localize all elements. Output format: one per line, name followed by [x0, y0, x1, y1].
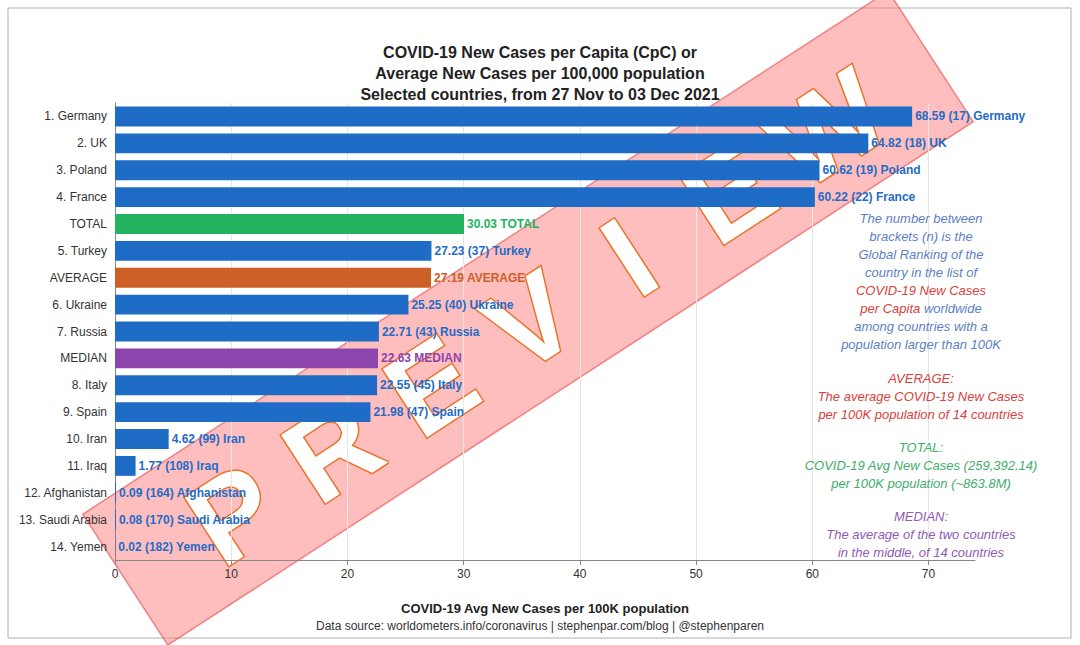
svg-text:1.77 (108) Iraq: 1.77 (108) Iraq — [139, 459, 219, 473]
svg-text:brackets (n) is the: brackets (n) is the — [869, 229, 972, 244]
svg-text:AVERAGE:: AVERAGE: — [887, 371, 954, 386]
svg-text:2. UK: 2. UK — [77, 136, 107, 150]
svg-text:0.02 (182) Yemen: 0.02 (182) Yemen — [118, 540, 215, 554]
svg-text:60.62 (19) Poland: 60.62 (19) Poland — [823, 163, 921, 177]
svg-text:7. Russia: 7. Russia — [57, 325, 107, 339]
svg-text:The average COVID-19 New Cases: The average COVID-19 New Cases — [818, 389, 1025, 404]
svg-text:22.63 MEDIAN: 22.63 MEDIAN — [381, 351, 462, 365]
svg-text:MEDIAN: MEDIAN — [60, 351, 107, 365]
svg-text:30: 30 — [457, 567, 471, 581]
svg-text:Average New Cases per 100,000: Average New Cases per 100,000 population — [375, 65, 704, 82]
svg-text:13. Saudi Arabia: 13. Saudi Arabia — [19, 513, 107, 527]
svg-text:population larger than 100K: population larger than 100K — [840, 337, 1002, 352]
svg-text:10: 10 — [225, 567, 239, 581]
svg-text:E: E — [362, 309, 500, 463]
svg-text:in the middle, of 14 countries: in the middle, of 14 countries — [838, 545, 1005, 560]
svg-text:0.08 (170) Saudi Arabia: 0.08 (170) Saudi Arabia — [119, 513, 250, 527]
svg-text:9. Spain: 9. Spain — [63, 405, 107, 419]
svg-text:country in the list of: country in the list of — [865, 265, 978, 280]
svg-text:COVID-19 New Cases per Capita: COVID-19 New Cases per Capita (CpC) or — [383, 44, 697, 61]
svg-text:among countries with a: among countries with a — [854, 319, 988, 334]
svg-text:0.09 (164) Afghanistan: 0.09 (164) Afghanistan — [119, 486, 246, 500]
svg-text:The average of the two countri: The average of the two countries — [826, 527, 1016, 542]
svg-text:R: R — [260, 371, 404, 529]
svg-text:COVID-19 Avg New Cases per 100: COVID-19 Avg New Cases per 100K populati… — [401, 601, 689, 616]
svg-text:27.19 AVERAGE: 27.19 AVERAGE — [434, 271, 525, 285]
svg-text:V: V — [461, 245, 599, 399]
svg-text:20: 20 — [341, 567, 355, 581]
svg-text:Selected countries, from 27 No: Selected countries, from 27 Nov to 03 De… — [360, 86, 719, 103]
svg-text:27.23 (37) Turkey: 27.23 (37) Turkey — [434, 244, 531, 258]
svg-text:Global Ranking of the: Global Ranking of the — [858, 247, 983, 262]
svg-text:40: 40 — [573, 567, 587, 581]
svg-text:MEDIAN:: MEDIAN: — [894, 509, 949, 524]
svg-text:AVERAGE: AVERAGE — [50, 271, 107, 285]
svg-text:TOTAL: TOTAL — [69, 217, 107, 231]
svg-text:70: 70 — [922, 567, 936, 581]
svg-text:22.71 (43) Russia: 22.71 (43) Russia — [382, 325, 480, 339]
svg-text:worldwide: worldwide — [920, 301, 981, 316]
svg-text:per Capita: per Capita — [859, 301, 920, 316]
svg-text:Data source: worldometers.info: Data source: worldometers.info/coronavir… — [316, 619, 764, 633]
svg-text:W: W — [744, 42, 910, 215]
svg-text:6. Ukraine: 6. Ukraine — [52, 298, 107, 312]
svg-text:TOTAL:: TOTAL: — [899, 440, 944, 455]
svg-text:5. Turkey: 5. Turkey — [58, 244, 107, 258]
svg-text:30.03 TOTAL: 30.03 TOTAL — [467, 217, 539, 231]
svg-text:per 100K population of 14 coun: per 100K population of 14 countries — [817, 407, 1024, 422]
svg-text:21.98 (47) Spain: 21.98 (47) Spain — [373, 405, 464, 419]
svg-text:50: 50 — [689, 567, 703, 581]
svg-text:8. Italy: 8. Italy — [72, 378, 107, 392]
svg-text:P: P — [164, 437, 303, 591]
svg-text:I: I — [579, 193, 678, 322]
svg-text:60: 60 — [806, 567, 820, 581]
svg-text:1. Germany: 1. Germany — [44, 109, 107, 123]
svg-text:64.82 (18) UK: 64.82 (18) UK — [871, 136, 947, 150]
svg-text:25.25 (40) Ukraine: 25.25 (40) Ukraine — [411, 298, 513, 312]
svg-text:12. Afghanistan: 12. Afghanistan — [24, 486, 107, 500]
svg-text:COVID-19 New Cases: COVID-19 New Cases — [856, 283, 987, 298]
svg-text:22.55 (45) Italy: 22.55 (45) Italy — [380, 378, 462, 392]
svg-text:The number between: The number between — [860, 211, 983, 226]
svg-text:per 100K population (~863.8M): per 100K population (~863.8M) — [830, 476, 1011, 491]
svg-text:3. Poland: 3. Poland — [56, 163, 107, 177]
svg-text:11. Iraq: 11. Iraq — [67, 459, 107, 473]
svg-text:4. France: 4. France — [56, 190, 107, 204]
svg-text:0: 0 — [112, 567, 119, 581]
svg-text:14. Yemen: 14. Yemen — [50, 540, 107, 554]
svg-text:60.22 (22) France: 60.22 (22) France — [818, 190, 916, 204]
svg-text:4.62 (99) Iran: 4.62 (99) Iran — [172, 432, 245, 446]
svg-text:68.59 (17) Germany: 68.59 (17) Germany — [915, 109, 1025, 123]
svg-text:COVID-19 Avg New Cases (259,39: COVID-19 Avg New Cases (259,392.14) — [805, 458, 1038, 473]
svg-text:10. Iran: 10. Iran — [66, 432, 107, 446]
